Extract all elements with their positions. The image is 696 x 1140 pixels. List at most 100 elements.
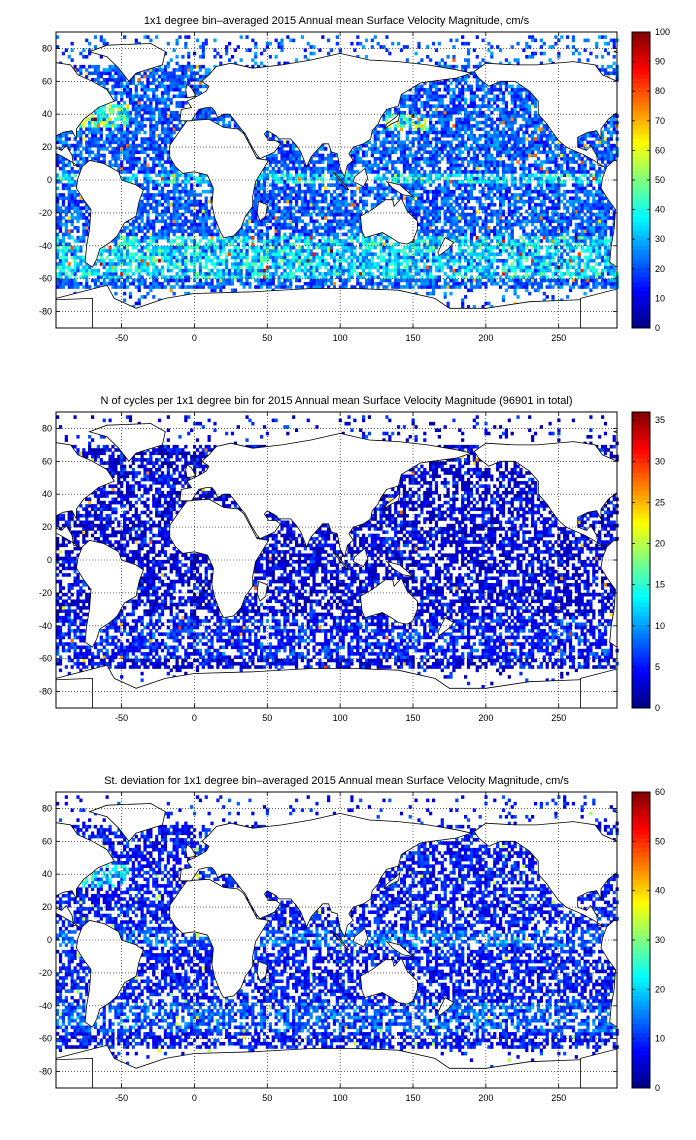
heatmap-cell [455,121,458,125]
heatmap-cell [350,219,353,223]
heatmap-cell [467,118,470,122]
heatmap-cell [277,177,280,181]
heatmap-cell [379,246,382,250]
heatmap-cell [199,206,202,210]
heatmap-cell [175,78,178,82]
heatmap-cell [365,259,368,263]
heatmap-cell [298,167,301,171]
heatmap-cell [108,141,111,145]
heatmap-cell [295,223,298,227]
heatmap-cell [330,226,333,230]
heatmap-cell [371,187,374,191]
heatmap-cell [245,269,248,273]
heatmap-cell [377,134,380,138]
heatmap-cell [76,203,79,207]
heatmap-cell [353,183,356,187]
heatmap-cell [82,239,85,243]
heatmap-cell [356,219,359,223]
heatmap-cell [444,118,447,122]
heatmap-cell [464,239,467,243]
heatmap-cell [455,94,458,98]
heatmap-cell [426,101,429,105]
heatmap-cell [126,170,129,174]
heatmap-cell [135,269,138,273]
heatmap-cell [400,127,403,131]
heatmap-cell [196,65,199,69]
heatmap-cell [426,104,429,108]
heatmap-cell [199,239,202,243]
heatmap-cell [312,160,315,164]
heatmap-cell [178,279,181,283]
heatmap-cell [447,104,450,108]
heatmap-cell [289,203,292,207]
heatmap-cell [333,200,336,204]
heatmap-cell [178,242,181,246]
heatmap-cell [295,239,298,243]
heatmap-cell [394,127,397,131]
heatmap-cell [336,233,339,237]
heatmap-cell [426,223,429,227]
heatmap-cell [277,190,280,194]
heatmap-cell [62,141,65,145]
heatmap-cell [152,150,155,154]
heatmap-cell [347,229,350,233]
heatmap-cell [280,160,283,164]
heatmap-cell [170,121,173,125]
heatmap-cell [158,229,161,233]
heatmap-cell [155,193,158,197]
heatmap-cell [94,134,97,138]
heatmap-cell [71,279,74,283]
heatmap-cell [336,193,339,197]
heatmap-cell [71,256,74,260]
heatmap-cell [310,266,313,270]
heatmap-cell [315,242,318,246]
heatmap-cell [362,200,365,204]
heatmap-cell [458,141,461,145]
heatmap-cell [138,302,141,306]
heatmap-cell [432,252,435,256]
heatmap-cell [310,183,313,187]
heatmap-cell [409,187,412,191]
heatmap-cell [108,104,111,108]
heatmap-cell [310,233,313,237]
heatmap-cell [141,213,144,217]
heatmap-cell [394,285,397,289]
heatmap-cell [423,213,426,217]
heatmap-cell [269,42,272,46]
heatmap-cell [167,62,170,66]
heatmap-cell [108,266,111,270]
heatmap-cell [219,239,222,243]
heatmap-cell [336,272,339,276]
heatmap-cell [406,256,409,260]
heatmap-cell [248,226,251,230]
heatmap-cell [409,269,412,273]
heatmap-cell [190,75,193,79]
heatmap-cell [406,58,409,62]
heatmap-cell [213,262,216,266]
heatmap-cell [429,285,432,289]
heatmap-cell [91,114,94,118]
heatmap-cell [266,249,269,253]
heatmap-cell [397,272,400,276]
heatmap-cell [94,127,97,131]
heatmap-cell [286,252,289,256]
heatmap-cell [356,206,359,210]
heatmap-cell [213,118,216,122]
heatmap-cell [103,42,106,46]
heatmap-cell [426,150,429,154]
heatmap-cell [423,101,426,105]
heatmap-cell [423,272,426,276]
heatmap-cell [181,285,184,289]
heatmap-cell [374,239,377,243]
heatmap-cell [417,213,420,217]
heatmap-cell [452,213,455,217]
heatmap-cell [126,94,129,98]
heatmap-cell [199,193,202,197]
heatmap-cell [62,239,65,243]
heatmap-cell [234,124,237,128]
heatmap-cell [59,249,62,253]
heatmap-cell [129,124,132,128]
heatmap-cell [94,157,97,161]
heatmap-cell [283,219,286,223]
heatmap-cell [327,269,330,273]
